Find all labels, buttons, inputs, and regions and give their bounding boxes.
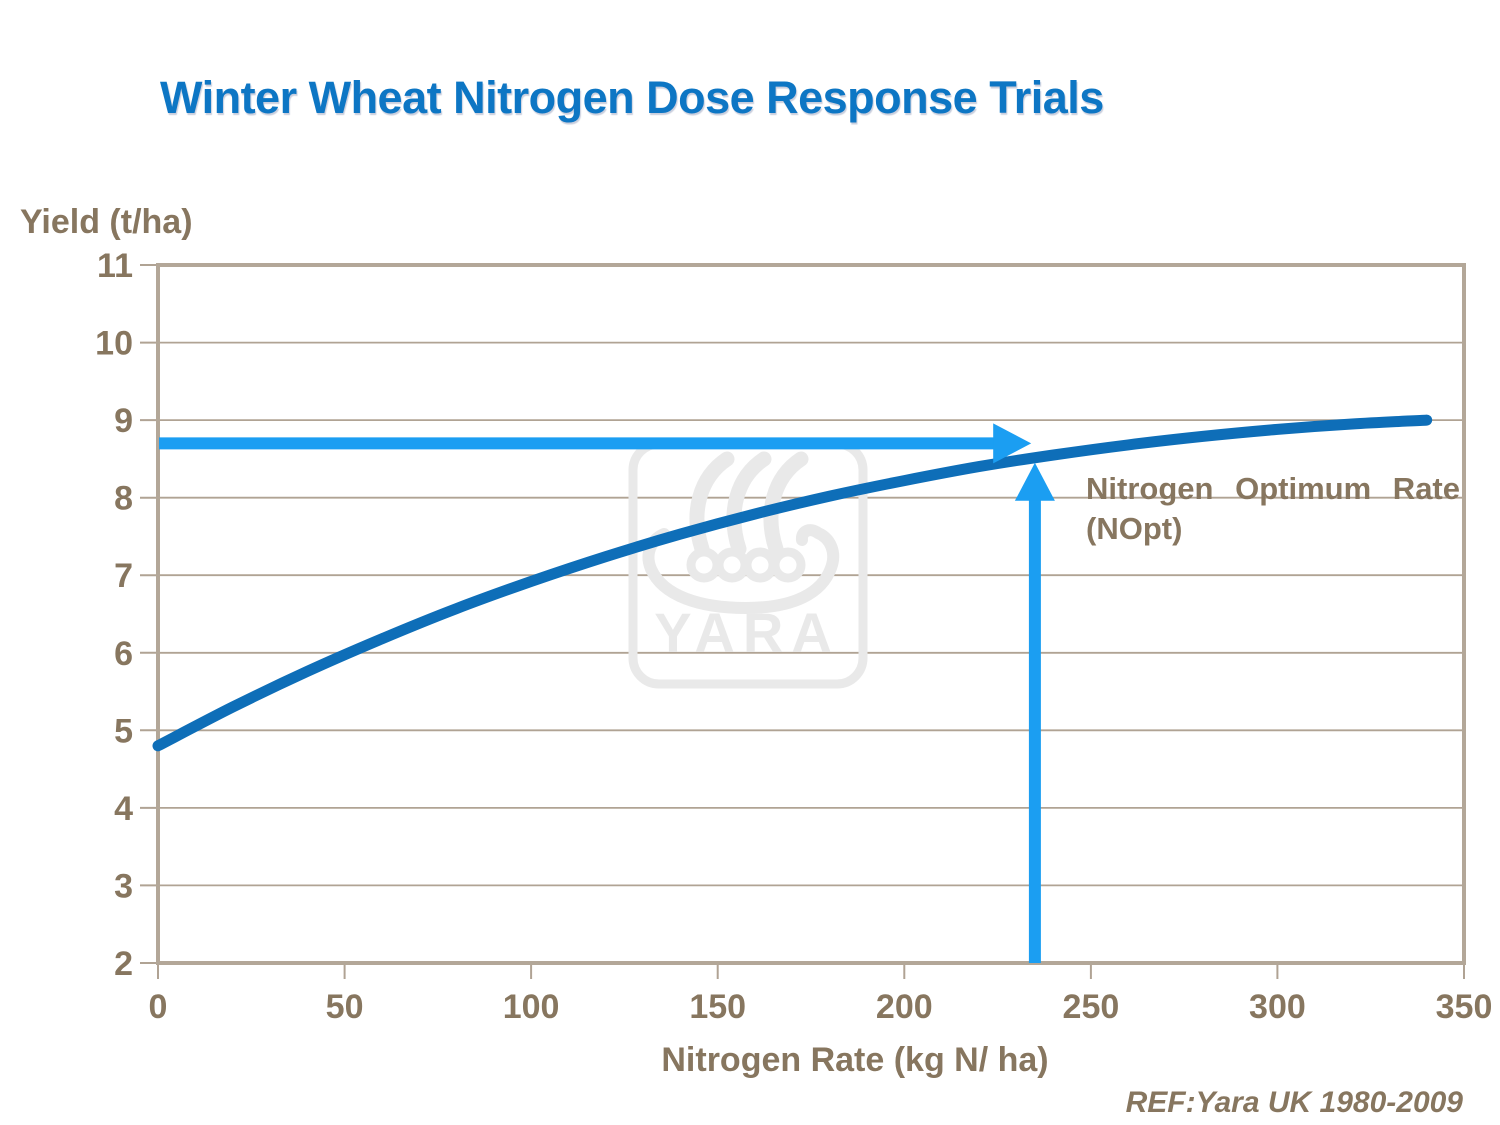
nopt-annotation-line1: Nitrogen Optimum Rate xyxy=(1086,471,1460,506)
y-tick-label-10: 10 xyxy=(95,325,133,363)
gridlines xyxy=(158,341,1464,887)
horizontal-arrow-head-icon xyxy=(993,423,1032,464)
viking-ship-hull-icon xyxy=(642,524,840,615)
plot-border xyxy=(156,263,1466,965)
x-tick-label-300: 300 xyxy=(1249,988,1306,1026)
x-tick-label-200: 200 xyxy=(876,988,933,1026)
x-tick-label-250: 250 xyxy=(1063,988,1120,1026)
nopt-annotation: Nitrogen Optimum Rate (NOpt) xyxy=(1086,469,1460,549)
yield-response-curve xyxy=(152,414,1433,752)
y-axis-title: Yield (t/ha) xyxy=(20,203,193,241)
y-tick-label-9: 9 xyxy=(114,402,133,440)
vertical-arrow-head-icon xyxy=(1014,462,1055,501)
viking-ship-sails-icon xyxy=(689,451,809,557)
x-tick-label-50: 50 xyxy=(326,988,364,1026)
y-tick-label-6: 6 xyxy=(114,635,133,673)
x-tick-label-150: 150 xyxy=(689,988,746,1026)
x-tick-label-350: 350 xyxy=(1436,988,1493,1026)
yara-watermark-logo: YARA xyxy=(628,439,868,689)
y-tick-label-7: 7 xyxy=(114,557,133,595)
x-tick-label-0: 0 xyxy=(149,988,168,1026)
nopt-arrows xyxy=(159,423,1055,963)
viking-ship-shields-icon xyxy=(686,547,806,583)
x-tick-label-100: 100 xyxy=(503,988,560,1026)
chart-title: Winter Wheat Nitrogen Dose Response Tria… xyxy=(160,72,1104,123)
y-tick-label-5: 5 xyxy=(114,712,133,750)
x-axis-title: Nitrogen Rate (kg N/ ha) xyxy=(661,1041,1049,1079)
y-tick-label-8: 8 xyxy=(114,480,133,518)
nopt-annotation-line2: (NOpt) xyxy=(1086,511,1183,546)
reference-text: REF:Yara UK 1980-2009 xyxy=(1125,1086,1463,1119)
y-tick-label-4: 4 xyxy=(114,790,133,828)
yara-watermark-text: YARA xyxy=(654,601,840,664)
y-tick-label-3: 3 xyxy=(114,867,133,905)
axis-tick-labels: 2 3 4 5 6 7 8 9 10 11 0 50 100 150 200 250 300 350 xyxy=(95,247,1492,1026)
y-tick-label-11: 11 xyxy=(97,247,133,285)
axis-tick-marks xyxy=(140,264,1465,979)
y-tick-label-2: 2 xyxy=(114,945,133,983)
